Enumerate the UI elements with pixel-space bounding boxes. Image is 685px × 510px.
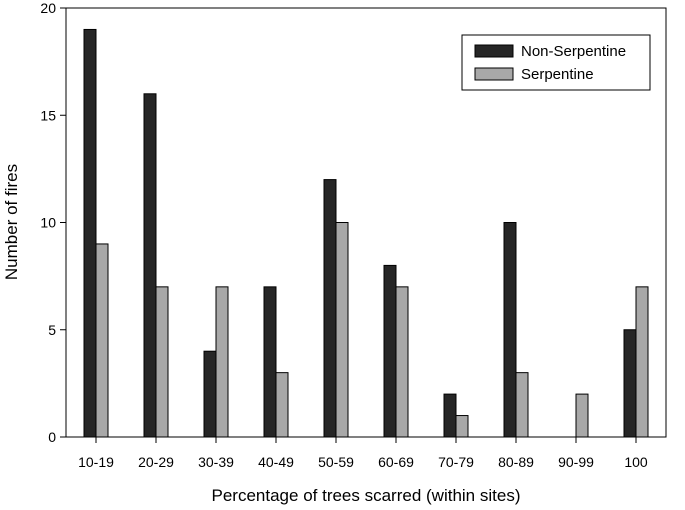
y-axis-title: Number of fires [2, 164, 21, 280]
x-tick-label: 60-69 [378, 454, 414, 470]
y-tick-label: 20 [40, 0, 56, 16]
bar-serpentine-8 [575, 393, 589, 438]
y-tick-label: 0 [48, 429, 56, 445]
legend-label-serpentine: Serpentine [521, 66, 594, 83]
legend-swatch-non-serpentine [474, 44, 514, 58]
bar-serpentine-4 [335, 222, 349, 438]
x-tick-label: 20-29 [138, 454, 174, 470]
x-axis-title: Percentage of trees scarred (within site… [212, 486, 521, 505]
bar-non-serpentine-6 [443, 393, 457, 438]
bar-non-serpentine-4 [323, 179, 337, 438]
legend-box [461, 34, 651, 91]
legend-swatch-serpentine [474, 67, 514, 81]
y-axis: 0 5 10 15 20 [40, 0, 66, 445]
x-tick-label: 50-59 [318, 454, 354, 470]
legend-label-non-serpentine: Non-Serpentine [521, 43, 626, 60]
bar-non-serpentine-7 [503, 222, 517, 438]
x-axis: 10-19 20-29 30-39 40-49 50-59 60-69 70-79 80-89… [78, 437, 648, 470]
x-tick-label: 100 [624, 454, 648, 470]
bar-serpentine-0 [95, 243, 109, 438]
x-tick-label: 40-49 [258, 454, 294, 470]
bar-serpentine-6 [455, 415, 469, 438]
y-tick-label: 5 [48, 322, 56, 338]
x-tick-label: 10-19 [78, 454, 114, 470]
x-tick-label: 80-89 [498, 454, 534, 470]
y-tick-label: 10 [40, 215, 56, 231]
bar-serpentine-2 [215, 286, 229, 438]
x-tick-label: 90-99 [558, 454, 594, 470]
bar-serpentine-9 [635, 286, 649, 438]
bar-serpentine-1 [155, 286, 169, 438]
bar-serpentine-3 [275, 372, 289, 438]
bar-serpentine-5 [395, 286, 409, 438]
legend: Non-Serpentine Serpentine [461, 34, 651, 91]
x-tick-label: 70-79 [438, 454, 474, 470]
bar-non-serpentine-1 [143, 93, 157, 438]
bar-non-serpentine-3 [263, 286, 277, 438]
bar-serpentine-7 [515, 372, 529, 438]
y-tick-label: 15 [40, 107, 56, 123]
bar-non-serpentine-0 [83, 28, 97, 438]
bar-non-serpentine-2 [203, 350, 217, 438]
bars-group [83, 28, 649, 438]
x-tick-label: 30-39 [198, 454, 234, 470]
bar-non-serpentine-9 [623, 329, 637, 438]
bar-non-serpentine-5 [383, 264, 397, 438]
